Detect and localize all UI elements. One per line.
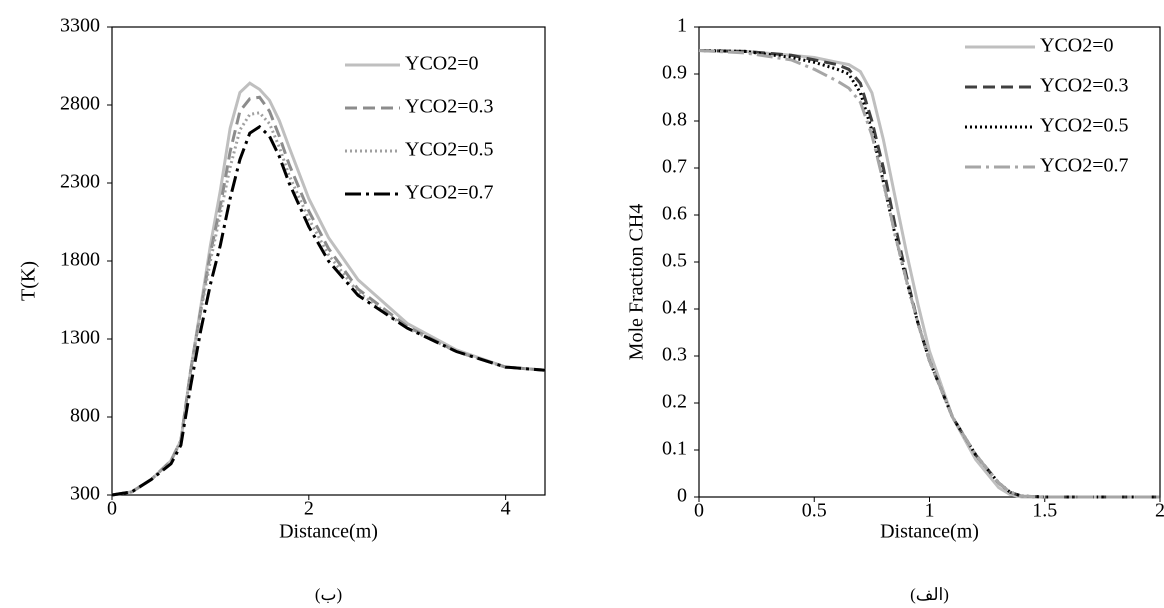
y-tick-label: 0.2	[662, 391, 687, 413]
y-tick-label: 2300	[60, 171, 100, 193]
y-tick-label: 800	[70, 405, 100, 427]
x-tick-label: 0	[694, 500, 704, 522]
y-tick-label: 0.3	[662, 344, 687, 366]
x-tick-label: 4	[501, 498, 511, 520]
legend-label: YCO2=0.7	[405, 182, 494, 204]
caption: (الف)	[910, 585, 949, 604]
series-line	[111, 95, 546, 497]
y-tick-label: 300	[70, 483, 100, 505]
y-tick-label: 2800	[60, 93, 100, 115]
y-tick-label: 1	[677, 15, 687, 37]
legend-label: YCO2=0.3	[1040, 75, 1129, 97]
series-line	[698, 49, 1160, 499]
x-axis-title: Distance(m)	[880, 521, 979, 543]
x-tick-label: 1.5	[1032, 500, 1057, 522]
y-tick-label: 0.6	[662, 203, 687, 225]
y-tick-label: 0.9	[662, 62, 687, 84]
legend-label: YCO2=0.7	[1040, 155, 1129, 177]
y-tick-label: 0.4	[662, 297, 687, 319]
x-axis-title: Distance(m)	[279, 521, 378, 543]
x-tick-label: 0.5	[802, 500, 827, 522]
y-tick-label: 0.8	[662, 109, 687, 131]
y-tick-label: 0.5	[662, 250, 687, 272]
legend-label: YCO2=0	[405, 53, 479, 75]
series-line	[698, 49, 1160, 499]
x-tick-label: 2	[1155, 500, 1164, 522]
legend-label: YCO2=0.5	[405, 139, 494, 161]
y-tick-label: 0.1	[662, 438, 687, 460]
series-line	[698, 49, 1160, 499]
y-tick-label: 3300	[60, 15, 100, 37]
x-tick-label: 2	[304, 498, 314, 520]
legend-label: YCO2=0.3	[405, 96, 494, 118]
x-tick-label: 1	[925, 500, 935, 522]
series-line	[111, 124, 546, 497]
caption: (ب)	[315, 585, 342, 604]
x-tick-label: 0	[107, 498, 117, 520]
legend-label: YCO2=0	[1040, 35, 1114, 57]
y-tick-label: 0	[677, 485, 687, 507]
plot-frame	[698, 26, 1161, 498]
series-line	[111, 111, 546, 497]
y-tick-label: 1300	[60, 327, 100, 349]
y-tick-label: 0.7	[662, 156, 687, 178]
series-line	[698, 49, 1160, 499]
y-axis-title: T(K)	[18, 261, 40, 301]
y-axis-title: Mole Fraction CH4	[626, 204, 648, 361]
legend-label: YCO2=0.5	[1040, 115, 1129, 137]
y-tick-label: 1800	[60, 249, 100, 271]
